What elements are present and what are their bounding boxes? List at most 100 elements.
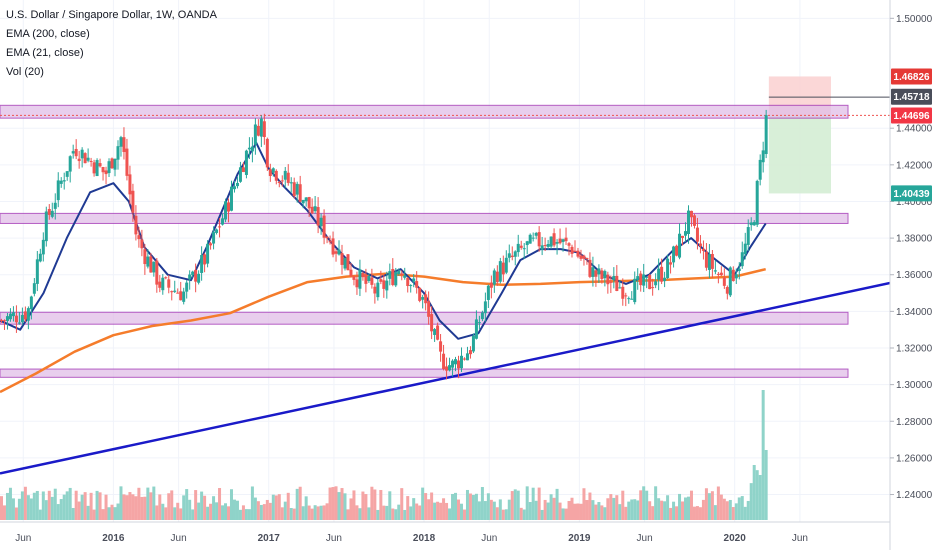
volume-bar (573, 503, 577, 520)
volume-bar (394, 509, 398, 520)
volume-bar (471, 494, 475, 520)
support-resistance-zone[interactable] (0, 368, 849, 378)
candle-body (122, 137, 126, 153)
volume-bar (543, 499, 547, 520)
time-tick-label: 2016 (102, 533, 125, 544)
candle-body (534, 232, 538, 236)
indicator-volume-label[interactable]: Vol (20) (6, 66, 44, 78)
volume-bar (209, 503, 213, 520)
candle-body (439, 341, 443, 352)
volume-bar (439, 502, 443, 520)
volume-bar (666, 495, 670, 520)
volume-bar (71, 507, 75, 520)
candle-body (212, 232, 216, 244)
trendline[interactable] (0, 281, 891, 475)
candle-body (164, 277, 168, 279)
volume-bar (227, 506, 231, 520)
candle-body (597, 268, 601, 275)
candle-body (0, 320, 3, 322)
candle-body (758, 159, 762, 180)
candle-body (516, 243, 520, 253)
take-profit-zone[interactable] (768, 115, 831, 194)
candle-body (618, 287, 622, 289)
volume-bar (451, 493, 455, 520)
candle-body (433, 329, 437, 335)
candle-body (639, 273, 643, 286)
candle-body (749, 222, 753, 226)
candle-body (265, 138, 269, 168)
volume-bar (113, 507, 117, 520)
volume-bar (585, 500, 589, 520)
candle-body (385, 280, 389, 291)
candle-body (445, 366, 449, 371)
time-tick-label: Jun (637, 533, 653, 544)
candle-body (71, 151, 75, 154)
candle-body (645, 276, 649, 278)
volume-bar (684, 497, 688, 520)
support-resistance-zone[interactable] (0, 212, 849, 224)
candle-body (686, 210, 690, 234)
volume-bar (131, 494, 135, 520)
volume-bar (304, 496, 308, 520)
candle-body (98, 163, 102, 167)
candle-body (427, 301, 431, 317)
volume-bar (400, 488, 404, 520)
volume-bar (582, 488, 586, 520)
candle-body (504, 257, 508, 273)
support-resistance-zone[interactable] (0, 311, 849, 325)
volume-bar (615, 495, 619, 520)
volume-bar (639, 490, 643, 520)
candle-body (415, 281, 419, 288)
candle-body (400, 273, 404, 275)
volume-bar (295, 488, 299, 520)
volume-bar (406, 496, 410, 520)
trendline-layer[interactable] (0, 281, 891, 475)
volume-bar (492, 501, 496, 520)
volume-bar (83, 492, 87, 520)
candle-body (346, 254, 350, 271)
price-label-layer: 1.46826 1.45718 1.44696 1.40439 (891, 68, 932, 202)
candle-body (654, 281, 658, 286)
candle-body (489, 282, 493, 288)
candle-body (570, 246, 574, 254)
candle-body (268, 169, 272, 177)
volume-bar (618, 504, 622, 520)
volume-bar (621, 490, 625, 520)
candle-body (352, 276, 356, 280)
candle-body (561, 239, 565, 242)
volume-bar (633, 499, 637, 520)
volume-bar (262, 504, 266, 520)
position-tool[interactable] (768, 76, 831, 194)
time-axis[interactable]: Jun 2016 Jun 2017 Jun 2018 Jun 2019 Jun 2020 Jun (0, 521, 890, 544)
candle-body (161, 277, 165, 291)
price-axis[interactable]: 1.24000 1.26000 1.28000 1.30000 1.32000 1.340… (889, 0, 932, 550)
candle-body (331, 238, 335, 255)
volume-bar (758, 475, 762, 520)
indicator-ema200-label[interactable]: EMA (200, close) (6, 28, 90, 40)
price-label-badge (891, 88, 932, 105)
price-label-text: 1.40439 (893, 189, 930, 200)
indicator-ema21-label[interactable]: EMA (21, close) (6, 47, 84, 59)
support-resistance-zone[interactable] (0, 104, 849, 119)
candle-body (194, 270, 198, 282)
price-tick-label: 1.26000 (896, 453, 932, 464)
candle-body (5, 316, 9, 321)
time-tick-label: 2017 (258, 533, 281, 544)
zone-layer[interactable] (0, 96, 890, 378)
volume-bar (149, 492, 153, 520)
volume-bar (14, 507, 18, 520)
symbol-title[interactable]: U.S. Dollar / Singapore Dollar, 1W, OAND… (6, 9, 217, 21)
volume-bar (158, 494, 162, 520)
candle-body (552, 233, 556, 246)
candle-body (8, 313, 12, 320)
volume-bar (26, 495, 30, 520)
volume-bar (224, 503, 228, 520)
candle-body (725, 287, 729, 294)
price-tick-label: 1.44000 (896, 124, 932, 135)
volume-bar (704, 488, 708, 520)
volume-bar (689, 490, 693, 520)
volume-bar (8, 487, 12, 520)
candle-body (737, 268, 741, 271)
